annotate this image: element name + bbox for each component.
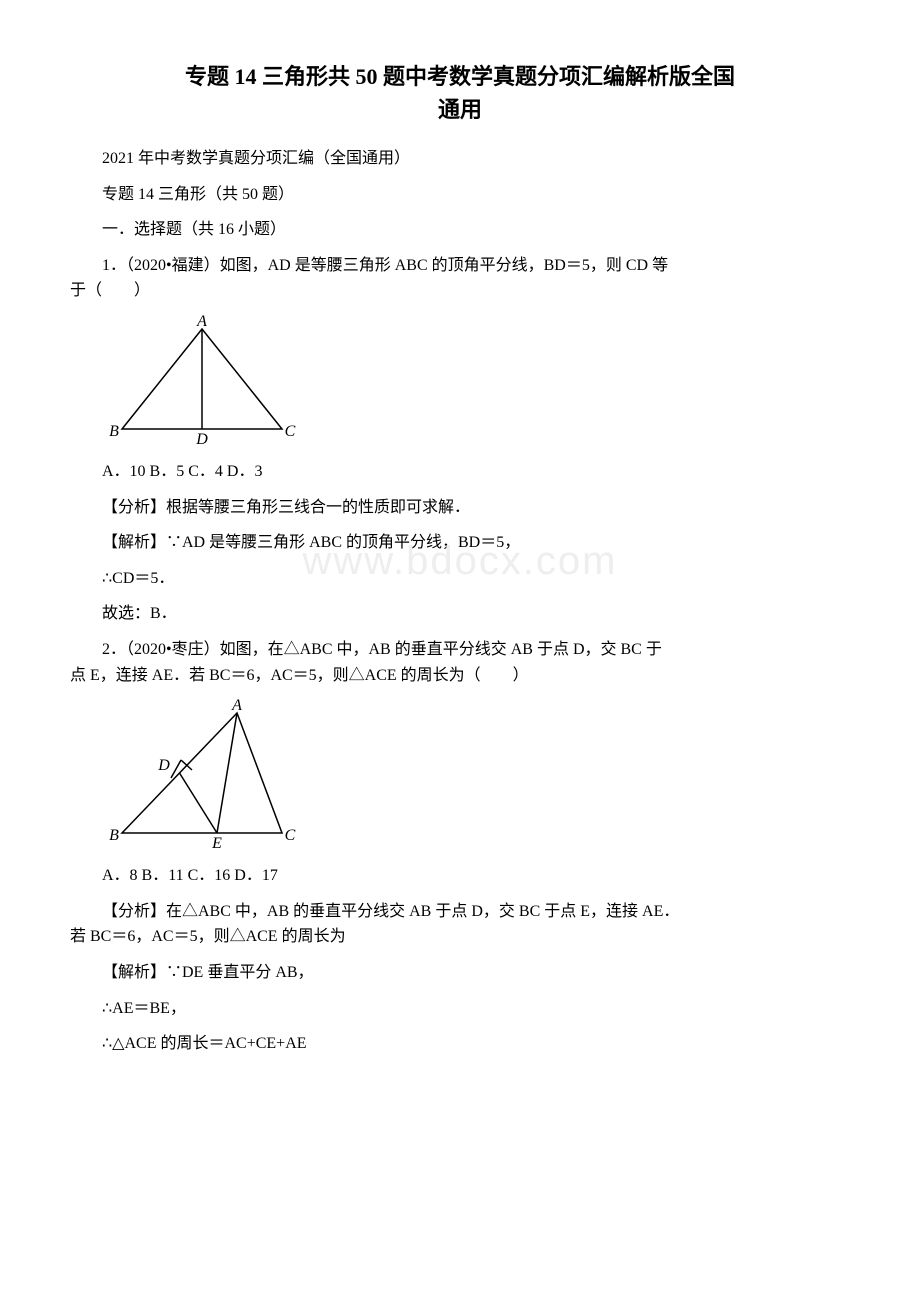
label-c2: C — [285, 827, 296, 844]
q2-figure: A B C D E — [102, 698, 302, 853]
title-line1: 专题 14 三角形共 50 题中考数学真题分项汇编解析版全国 — [185, 64, 735, 89]
q1-stem: 1．（2020•福建）如图，AD 是等腰三角形 ABC 的顶角平分线，BD＝5，… — [70, 253, 850, 304]
q1-stem-line2: 于（ ） — [70, 282, 150, 299]
label-a2: A — [231, 698, 242, 714]
perp-mark1 — [171, 760, 181, 778]
line-de — [180, 773, 218, 833]
q2-stem-line1: 2．（2020•枣庄）如图，在△ABC 中，AB 的垂直平分线交 AB 于点 D… — [70, 641, 662, 658]
q2-sol-line1: 【解析】∵DE 垂直平分 AB， — [70, 960, 850, 986]
label-b: B — [109, 423, 119, 440]
page-title: 专题 14 三角形共 50 题中考数学真题分项汇编解析版全国 通用 — [70, 60, 850, 126]
label-a: A — [196, 314, 207, 330]
label-e2: E — [211, 835, 222, 852]
q2-analysis-line1: 【分析】在△ABC 中，AB 的垂直平分线交 AB 于点 D，交 BC 于点 E… — [70, 903, 679, 920]
q2-stem: 2．（2020•枣庄）如图，在△ABC 中，AB 的垂直平分线交 AB 于点 D… — [70, 637, 850, 688]
q2-sol-line2: ∴AE＝BE， — [70, 996, 850, 1022]
title-line2: 通用 — [438, 97, 482, 122]
q1-analysis: 【分析】根据等腰三角形三线合一的性质即可求解． — [70, 495, 850, 521]
q2-analysis: 【分析】在△ABC 中，AB 的垂直平分线交 AB 于点 D，交 BC 于点 E… — [70, 899, 850, 950]
intro-2: 专题 14 三角形（共 50 题） — [70, 182, 850, 208]
q1-options: A．10 B．5 C．4 D．3 — [70, 459, 850, 485]
q2-stem-line2: 点 E，连接 AE．若 BC＝6，AC＝5，则△ACE 的周长为（ ） — [70, 667, 529, 684]
section-heading: 一．选择题（共 16 小题） — [70, 217, 850, 243]
q1-sol-line3: 故选：B． — [70, 601, 850, 627]
label-b2: B — [109, 827, 119, 844]
q1-stem-line1: 1．（2020•福建）如图，AD 是等腰三角形 ABC 的顶角平分线，BD＝5，… — [70, 257, 668, 274]
watermark-region: www.bdocx.com 【解析】∵AD 是等腰三角形 ABC 的顶角平分线，… — [70, 530, 850, 591]
q2-sol-line3: ∴△ACE 的周长＝AC+CE+AE — [70, 1031, 850, 1057]
q1-figure: A B C D — [102, 314, 302, 449]
triangle-abc-2 — [122, 713, 282, 833]
label-d2: D — [157, 757, 170, 774]
q1-sol-line2: ∴CD＝5． — [70, 566, 850, 592]
label-d: D — [195, 431, 208, 448]
q2-options: A．8 B．11 C．16 D．17 — [70, 863, 850, 889]
q1-sol-line1: 【解析】∵AD 是等腰三角形 ABC 的顶角平分线，BD＝5， — [70, 530, 850, 556]
q2-analysis-line2: 若 BC＝6，AC＝5，则△ACE 的周长为 — [70, 928, 346, 945]
intro-1: 2021 年中考数学真题分项汇编（全国通用） — [70, 146, 850, 172]
label-c: C — [285, 423, 296, 440]
